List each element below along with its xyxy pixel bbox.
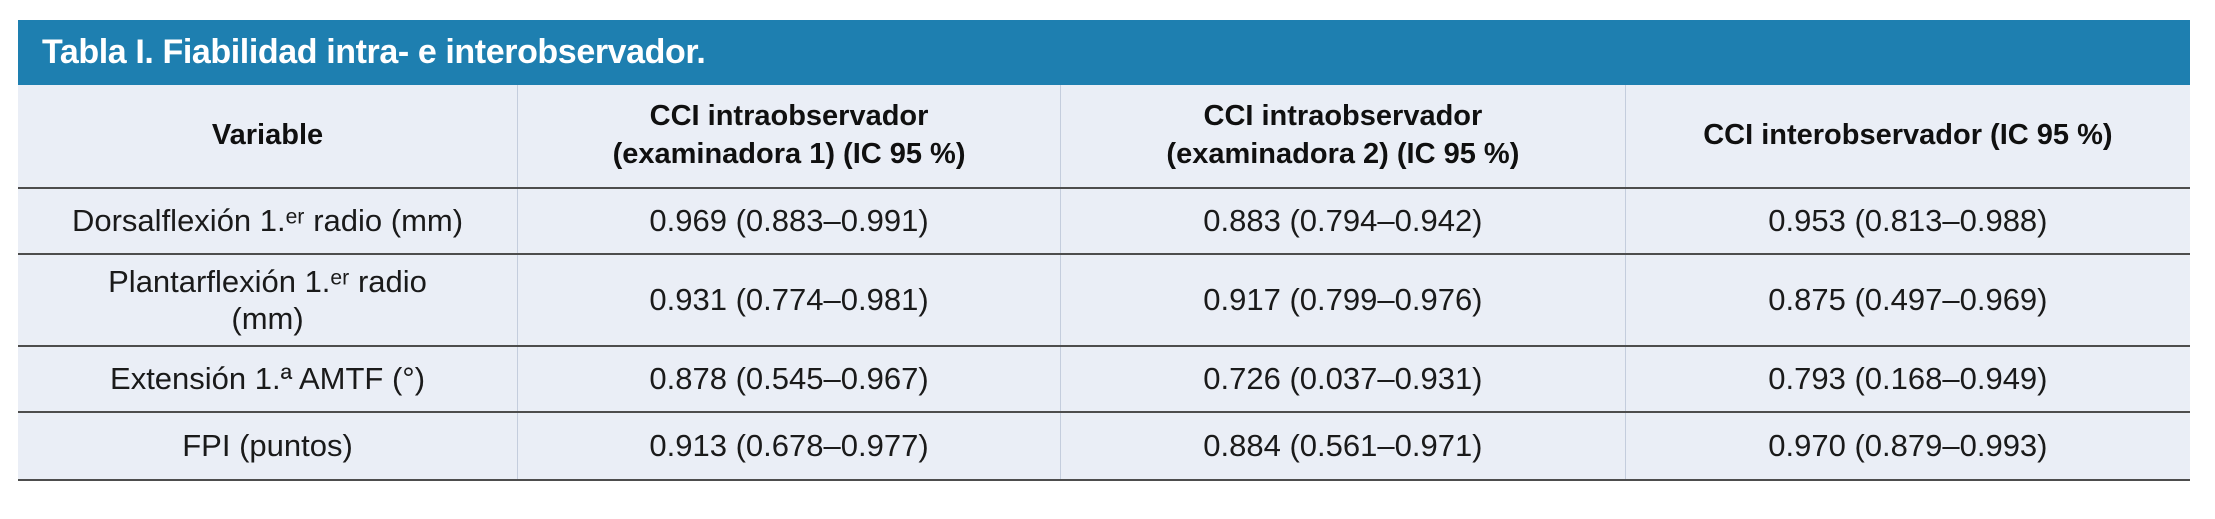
table-container: Tabla I. Fiabilidad intra- e interobserv…	[18, 20, 2190, 481]
cell-cci-intra-2: 0.883 (0.794–0.942)	[1060, 188, 1626, 255]
cell-cci-intra-1: 0.969 (0.883–0.991)	[517, 188, 1061, 255]
table-row: FPI (puntos) 0.913 (0.678–0.977) 0.884 (…	[18, 412, 2190, 481]
col-header-cci-inter: CCI interobservador (IC 95 %)	[1624, 85, 2190, 189]
col-header-variable: Variable	[18, 85, 518, 189]
cell-variable: Plantarflexión 1.ᵉʳ radio (mm)	[18, 254, 518, 347]
table-title-bar: Tabla I. Fiabilidad intra- e interobserv…	[18, 20, 2190, 85]
cell-cci-intra-1: 0.878 (0.545–0.967)	[517, 346, 1061, 413]
cell-cci-intra-2: 0.726 (0.037–0.931)	[1060, 346, 1626, 413]
cell-variable: Dorsalflexión 1.ᵉʳ radio (mm)	[18, 188, 518, 255]
table-header-row: Variable CCI intraobservador (examinador…	[18, 85, 2190, 189]
cell-cci-inter: 0.970 (0.879–0.993)	[1624, 412, 2190, 481]
cell-cci-inter: 0.793 (0.168–0.949)	[1624, 346, 2190, 413]
table-row: Dorsalflexión 1.ᵉʳ radio (mm) 0.969 (0.8…	[18, 188, 2190, 255]
cell-cci-intra-2: 0.884 (0.561–0.971)	[1060, 412, 1626, 481]
table-title: Tabla I. Fiabilidad intra- e interobserv…	[42, 33, 706, 71]
cell-cci-intra-2: 0.917 (0.799–0.976)	[1060, 254, 1626, 347]
cell-cci-inter: 0.875 (0.497–0.969)	[1624, 254, 2190, 347]
cell-variable: Extensión 1.ª AMTF (°)	[18, 346, 518, 413]
cell-cci-intra-1: 0.931 (0.774–0.981)	[517, 254, 1061, 347]
cell-cci-intra-1: 0.913 (0.678–0.977)	[517, 412, 1061, 481]
table-row: Plantarflexión 1.ᵉʳ radio (mm) 0.931 (0.…	[18, 254, 2190, 347]
cell-cci-inter: 0.953 (0.813–0.988)	[1624, 188, 2190, 255]
col-header-cci-intra-1: CCI intraobservador (examinadora 1) (IC …	[517, 85, 1061, 189]
col-header-cci-intra-2: CCI intraobservador (examinadora 2) (IC …	[1060, 85, 1626, 189]
cell-variable: FPI (puntos)	[18, 412, 518, 481]
table-row: Extensión 1.ª AMTF (°) 0.878 (0.545–0.96…	[18, 346, 2190, 413]
reliability-table: Variable CCI intraobservador (examinador…	[18, 85, 2190, 481]
